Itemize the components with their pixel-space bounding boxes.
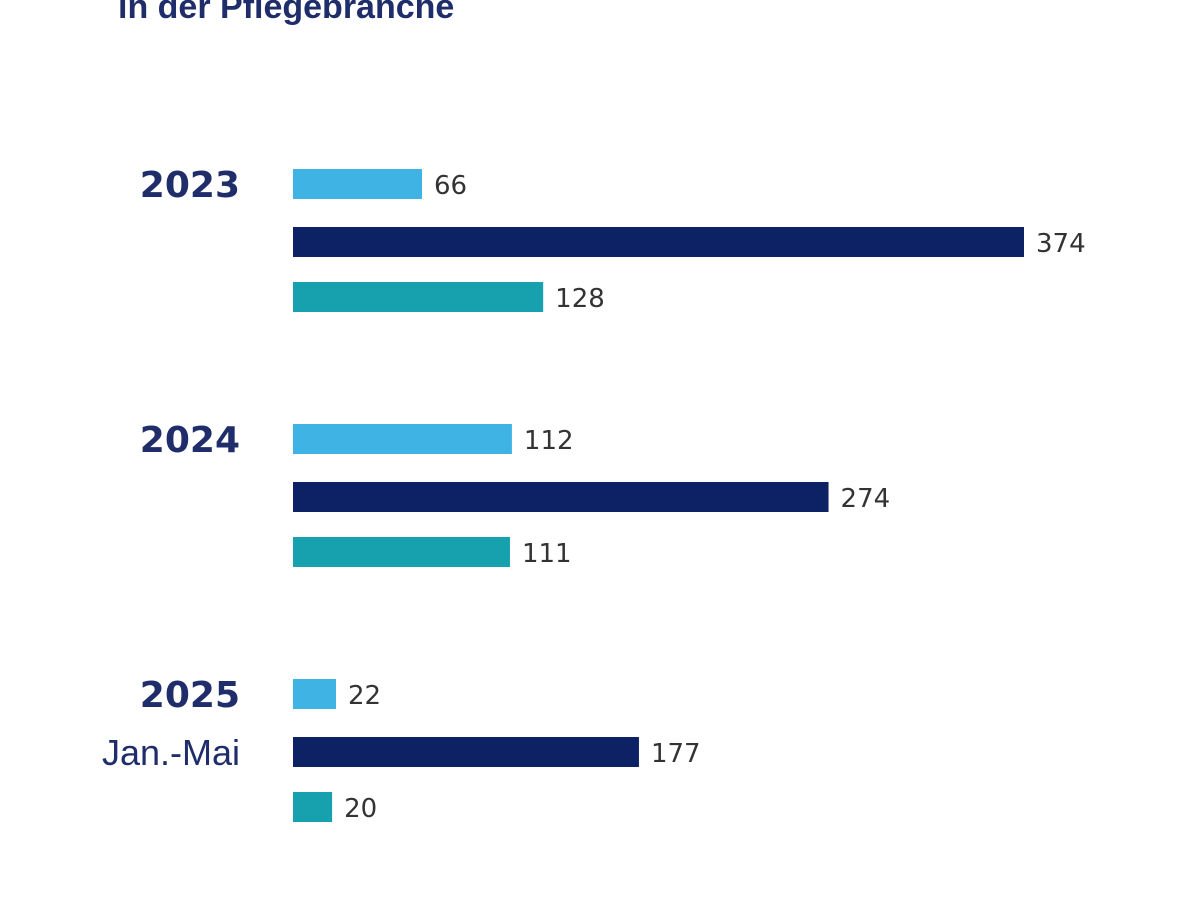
bar-series-2-2025 [293,737,639,767]
bar-series-2-2024 [293,482,829,512]
bar-series-2-2023 [293,227,1024,257]
data-label: 66 [434,171,467,201]
bar-series-3-2024 [293,537,510,567]
data-label: 274 [841,484,891,514]
data-label: 20 [344,794,377,824]
data-label: 22 [348,681,381,711]
chart-title: in der Pflegebranche [118,0,455,26]
data-label: 374 [1036,229,1086,259]
bar-series-1-2025 [293,679,336,709]
bar-series-1-2024 [293,424,512,454]
category-sublabel: Jan.-Mai [102,732,240,773]
bar-series-3-2023 [293,282,544,312]
data-label: 177 [651,739,701,769]
category-label: 2024 [140,420,240,461]
category-label: 2025 [140,675,240,716]
data-label: 112 [524,426,574,456]
bar-series-1-2023 [293,169,422,199]
bar-series-3-2025 [293,792,333,822]
data-label: 128 [555,284,605,314]
category-label: 2023 [140,165,240,206]
data-label: 111 [522,539,572,569]
